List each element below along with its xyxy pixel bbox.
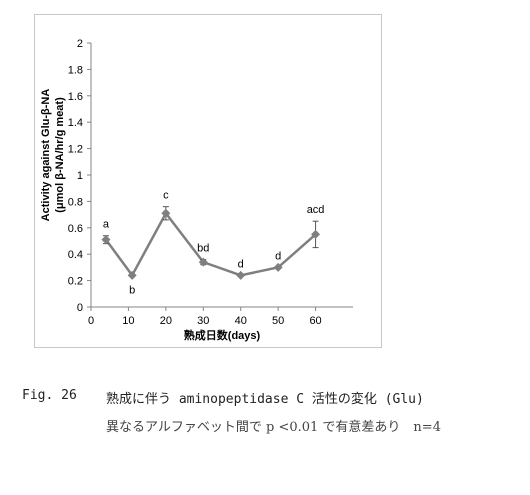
data-point-marker <box>161 208 171 218</box>
x-tick-label: 10 <box>122 315 134 327</box>
y-tick-label: 2 <box>77 38 83 50</box>
figure-frame: 0 0.2 0.4 0.6 0.8 1 1.2 1.4 1.6 1.8 2 0 10 20 30 40 50 60… <box>34 14 382 348</box>
y-axis-title-line2: (μmol β-NA/hr/g meat) <box>54 97 66 213</box>
y-tick-label: 0.4 <box>68 249 83 261</box>
y-tick-label: 1.4 <box>68 117 83 129</box>
y-tick-label: 0.8 <box>68 196 83 208</box>
x-tick-label: 60 <box>309 315 321 327</box>
significance-label: acd <box>307 204 325 216</box>
figure-number: Fig. 26 <box>22 388 77 403</box>
data-point-marker <box>101 235 111 245</box>
x-tick-label: 30 <box>197 315 209 327</box>
y-tick-label: 0.6 <box>68 223 83 235</box>
significance-label: d <box>275 250 281 262</box>
significance-label: a <box>103 219 110 231</box>
x-tick-label: 40 <box>235 315 247 327</box>
line-chart: 00.20.40.60.811.21.41.61.820 10 20 30 40 50 60… <box>40 38 353 342</box>
y-tick-label: 1 <box>77 170 83 182</box>
series-line <box>104 210 317 278</box>
significance-label: d <box>238 258 244 270</box>
y-tick-label: 0.2 <box>68 276 83 288</box>
y-axis-title-line1: Activity against Glu-β-NA <box>40 89 52 222</box>
significance-label: b <box>129 284 135 296</box>
data-point-marker <box>273 262 283 272</box>
significance-label: bd <box>197 242 209 254</box>
y-tick-label: 1.6 <box>68 91 83 103</box>
data-point-marker <box>198 257 208 267</box>
data-point-marker <box>311 229 321 239</box>
figure-note: 異なるアルファベット間で p <0.01 で有意差あり n=4 <box>106 420 441 435</box>
figure-title: 熟成に伴う aminopeptidase C 活性の変化 (Glu) <box>106 392 424 407</box>
data-point-marker <box>236 270 246 280</box>
x-tick-label: 50 <box>272 315 284 327</box>
x-tick-label: 20 <box>160 315 172 327</box>
y-tick-label: 1.2 <box>68 144 83 156</box>
x-axis-title: 熟成日数(days) <box>184 328 261 342</box>
significance-label: c <box>163 190 169 202</box>
x-tick-label: 0 <box>88 315 94 327</box>
y-tick-label: 1.8 <box>68 64 83 76</box>
y-tick-label: 0 <box>77 302 83 314</box>
